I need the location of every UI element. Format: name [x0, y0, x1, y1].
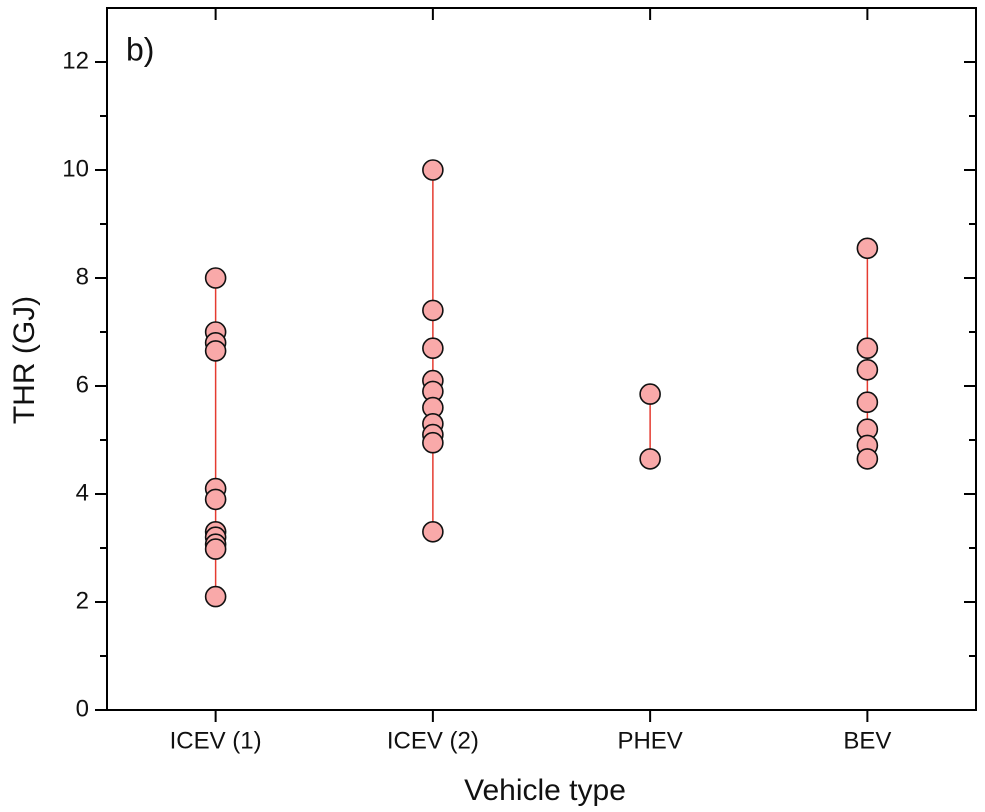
data-point — [204, 538, 227, 560]
data-point — [204, 488, 227, 511]
x-tick-label: BEV — [843, 727, 891, 754]
data-point — [204, 585, 227, 608]
data-point — [856, 391, 879, 414]
x-axis-title: Vehicle type — [464, 774, 626, 807]
y-tick-label: 6 — [76, 371, 89, 398]
data-point — [856, 237, 879, 260]
data-point — [422, 299, 444, 322]
data-point — [204, 267, 227, 289]
x-tick-label: ICEV (1) — [170, 727, 262, 754]
data-point — [422, 337, 444, 360]
data-point — [856, 337, 879, 360]
y-tick-label: 8 — [76, 263, 89, 290]
data-point — [639, 448, 661, 470]
y-tick-label: 0 — [76, 695, 89, 722]
data-point — [639, 383, 661, 405]
y-tick-label: 4 — [76, 479, 89, 506]
x-tick-label: PHEV — [617, 727, 682, 754]
x-tick-label: ICEV (2) — [387, 727, 479, 754]
data-point — [856, 358, 879, 381]
data-point — [204, 340, 227, 362]
y-axis-title: THR (GJ) — [8, 296, 41, 424]
plot-frame — [106, 7, 977, 711]
data-point — [422, 431, 444, 454]
y-tick-label: 12 — [62, 47, 89, 74]
y-tick-label: 2 — [76, 587, 89, 614]
data-point — [422, 520, 444, 543]
data-point — [422, 159, 444, 181]
y-tick-label: 10 — [62, 155, 89, 182]
panel-label: b) — [126, 31, 154, 67]
data-point — [856, 448, 879, 470]
